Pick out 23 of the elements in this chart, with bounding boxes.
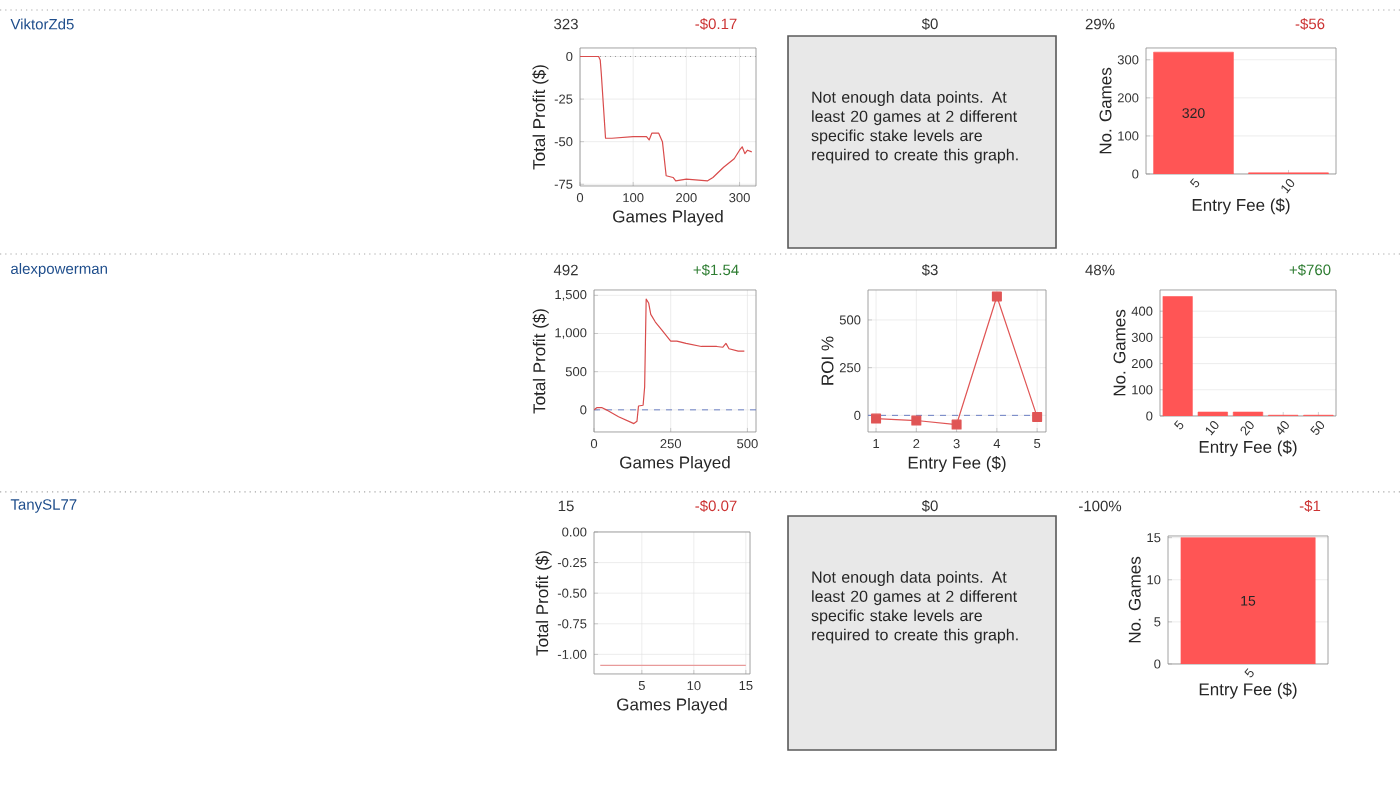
point	[991, 291, 1002, 302]
x-axis-title: Entry Fee ($)	[908, 455, 1006, 473]
y-axis-title: Total Profit ($)	[532, 309, 549, 414]
line-series	[580, 55, 753, 182]
y-axis-title: No. Games	[1099, 67, 1112, 154]
point	[1032, 411, 1043, 422]
x-axis-title: Entry Fee ($)	[1199, 682, 1297, 699]
x-axis-title: Games Played	[617, 697, 727, 714]
x-axis-title: Games Played	[620, 455, 730, 472]
x-axis-title: Games Played	[613, 209, 723, 226]
y-axis-title: ROI %	[821, 336, 834, 385]
y-axis-title: Total Profit ($)	[532, 65, 549, 170]
point	[911, 415, 922, 426]
point	[871, 413, 882, 424]
text: Not enough data points. At least 20 games at 2 different specific stake levels are required to create this graph.	[811, 571, 1018, 644]
line-series	[871, 291, 1043, 430]
x-axis-title: Entry Fee ($)	[1192, 198, 1290, 215]
point	[951, 419, 962, 430]
text: Not enough data points. At least 20 games at 2 different specific stake levels are required to create this graph.	[811, 91, 1018, 164]
x-axis-title: Entry Fee ($)	[1199, 440, 1297, 457]
y-axis-title: No. Games	[1113, 309, 1126, 396]
y-axis-title: No. Games	[1128, 556, 1141, 643]
y-axis-title: Total Profit ($)	[535, 551, 552, 656]
